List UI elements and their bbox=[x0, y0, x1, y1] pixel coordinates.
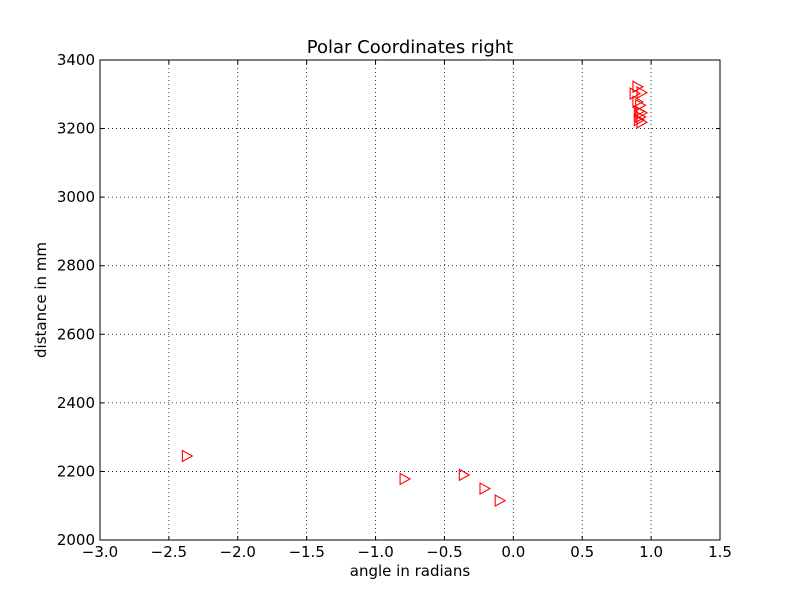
grid bbox=[100, 60, 720, 540]
x-tick-label: −2.5 bbox=[151, 543, 187, 561]
data-point-marker bbox=[633, 113, 646, 127]
plot-area bbox=[100, 60, 720, 540]
data-point-marker bbox=[399, 472, 412, 486]
data-point-marker bbox=[635, 98, 647, 112]
y-tick-label: 2400 bbox=[57, 394, 95, 412]
y-tick-label: 2000 bbox=[57, 531, 95, 549]
x-tick-label: −2.0 bbox=[220, 543, 256, 561]
x-tick-labels: −3.0 −2.5 −2.0 −1.5 −1.0 −0.5 0.0 0.5 1.0 1.5 bbox=[82, 543, 732, 561]
data-point-marker bbox=[458, 468, 471, 482]
x-tick-label: −1.5 bbox=[288, 543, 324, 561]
x-tick-label: 1.0 bbox=[639, 543, 663, 561]
y-tick-label: 3200 bbox=[57, 120, 95, 138]
data-point-marker bbox=[635, 110, 647, 124]
data-point-marker bbox=[479, 482, 492, 496]
y-tick-label: 3400 bbox=[57, 51, 95, 69]
y-tick-label: 2800 bbox=[57, 257, 95, 275]
x-tick-label: −0.5 bbox=[426, 543, 462, 561]
x-tick-label: −1.0 bbox=[357, 543, 393, 561]
data-point-marker bbox=[632, 80, 644, 94]
y-tick-label: 2600 bbox=[57, 325, 95, 343]
x-tick-label: −3.0 bbox=[82, 543, 118, 561]
chart-title: Polar Coordinates right bbox=[307, 37, 513, 58]
x-tick-label: 1.5 bbox=[708, 543, 732, 561]
data-point-marker bbox=[636, 86, 649, 100]
x-tick-label: 0.5 bbox=[570, 543, 594, 561]
data-point-marker bbox=[632, 95, 644, 109]
data-points bbox=[181, 80, 649, 508]
plot-frame bbox=[99, 59, 721, 541]
y-tick-labels: 2000 2200 2400 2600 2800 3000 3200 3400 bbox=[57, 51, 95, 549]
data-point-marker bbox=[181, 449, 194, 463]
data-point-marker bbox=[494, 494, 507, 508]
data-point-marker bbox=[636, 115, 649, 129]
x-tick-label: 0.0 bbox=[501, 543, 525, 561]
x-axis-label: angle in radians bbox=[350, 562, 471, 580]
y-tick-label: 2200 bbox=[57, 462, 95, 480]
y-tick-label: 3000 bbox=[57, 188, 95, 206]
y-axis-label: distance in mm bbox=[32, 242, 50, 358]
